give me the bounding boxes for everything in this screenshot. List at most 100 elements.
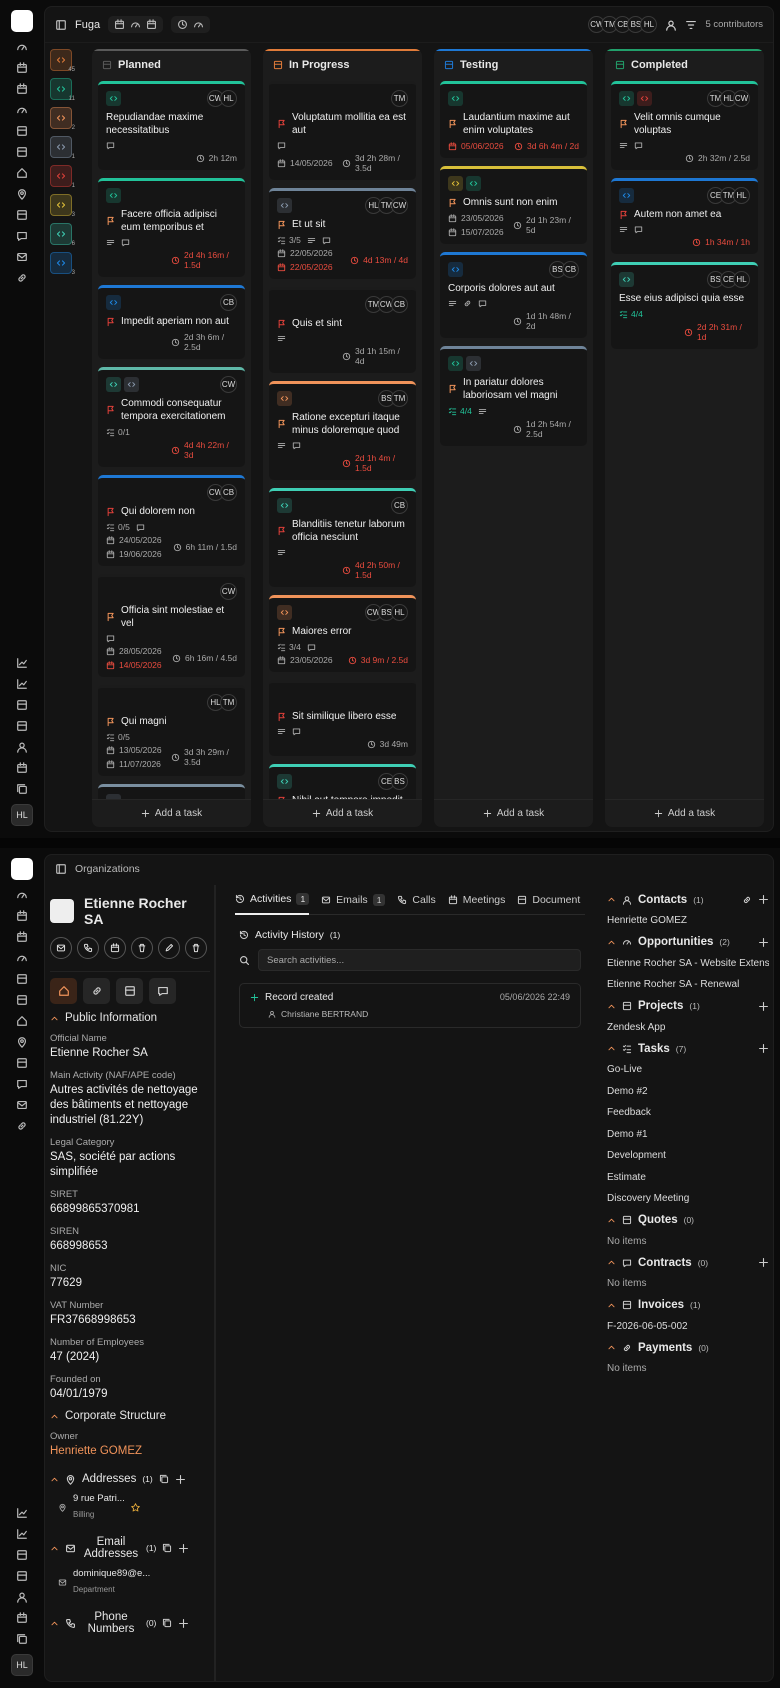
project-icon[interactable]: 45	[50, 49, 75, 73]
nav-icon[interactable]	[16, 1549, 28, 1561]
section-header[interactable]: Addresses (1)	[50, 1473, 210, 1485]
related-item[interactable]: Zendesk App	[607, 1021, 666, 1033]
nav-icon[interactable]	[16, 699, 28, 711]
nav-icon[interactable]	[16, 783, 28, 795]
task-card[interactable]: CB Blanditiis tenetur laborum officia nes…	[269, 488, 416, 587]
nav-icon[interactable]	[16, 146, 28, 158]
nav-icon[interactable]	[16, 1612, 28, 1624]
related-item[interactable]: F-2026-06-05-002	[607, 1320, 688, 1332]
nav-icon[interactable]	[16, 251, 28, 263]
nav-icon[interactable]	[16, 910, 28, 922]
action-button[interactable]	[77, 937, 99, 959]
project-icon[interactable]: 1	[50, 136, 75, 160]
nav-icon[interactable]	[16, 1570, 28, 1582]
app-logo[interactable]	[11, 10, 33, 32]
related-item[interactable]: Demo #1	[607, 1128, 648, 1140]
project-icon[interactable]: 1	[50, 165, 75, 189]
nav-icon[interactable]	[16, 167, 28, 179]
tab[interactable]: Calls	[397, 885, 436, 915]
nav-icon[interactable]	[16, 1036, 28, 1048]
task-card[interactable]: CB Impedit aperiam non aut 2d 3h 6m / 2.5d	[98, 285, 245, 359]
project-icon[interactable]: 6	[50, 223, 75, 247]
related-header[interactable]: Opportunities (2)	[607, 932, 769, 953]
tab[interactable]: Activities 1	[235, 885, 310, 915]
section-header[interactable]: Email Addresses (1)	[50, 1536, 210, 1560]
nav-icon[interactable]	[16, 1015, 28, 1027]
project-icon[interactable]: 11	[50, 78, 75, 102]
task-card[interactable]: HL TM CW Et ut sit 3/5 22/05/2026 22/05/2026 4d…	[269, 188, 416, 279]
related-item[interactable]: Go-Live	[607, 1064, 643, 1076]
nav-icon[interactable]	[16, 657, 28, 669]
task-card[interactable]: Laudantium maxime aut enim voluptates 05/…	[440, 81, 587, 158]
task-card[interactable]: CW Officia sint molestiae et vel 28/05/202…	[98, 574, 245, 677]
add-task[interactable]: Add a task	[434, 799, 593, 827]
action-button[interactable]	[158, 937, 180, 959]
task-card[interactable]: HL TM Qui magni 0/5 13/05/2026 11/07/2026 3d 3…	[98, 685, 245, 776]
related-item[interactable]: Demo #2	[607, 1085, 648, 1097]
user-avatar[interactable]: HL	[11, 804, 33, 826]
project-icon[interactable]: 2	[50, 107, 75, 131]
app-logo[interactable]	[11, 858, 33, 880]
nav-icon[interactable]	[16, 272, 28, 284]
nav-icon[interactable]	[16, 1633, 28, 1645]
related-header[interactable]: Tasks (7)	[607, 1038, 769, 1059]
task-card[interactable]: CW Commodi consequatur tempora exercitati…	[98, 367, 245, 467]
nav-icon[interactable]	[16, 994, 28, 1006]
task-card[interactable]: Omnis sunt non enim 23/05/2026 15/07/2026 2…	[440, 166, 587, 244]
task-card[interactable]: BS CE HL Esse eius adipisci quia esse 4/4 2d …	[611, 262, 758, 349]
related-header[interactable]: Quotes (0)	[607, 1210, 769, 1231]
nav-icon[interactable]	[16, 1507, 28, 1519]
task-card[interactable]: CW BS HL Maiores error 3/4 23/05/2026 3d 9m / …	[269, 595, 416, 672]
nav-icon[interactable]	[16, 104, 28, 116]
section-header[interactable]: Phone Numbers (0)	[50, 1611, 210, 1635]
nav-icon[interactable]	[16, 1057, 28, 1069]
tab[interactable]: Emails 1	[321, 885, 386, 915]
nav-icon[interactable]	[16, 1528, 28, 1540]
add-task[interactable]: Add a task	[92, 799, 251, 827]
quick-button[interactable]	[149, 978, 176, 1004]
related-header[interactable]: Contacts (1)	[607, 889, 769, 910]
nav-icon[interactable]	[16, 720, 28, 732]
related-item[interactable]: Discovery Meeting	[607, 1193, 690, 1205]
user-avatar[interactable]: HL	[11, 1654, 33, 1676]
nav-icon[interactable]	[16, 1078, 28, 1090]
nav-icon[interactable]	[16, 931, 28, 943]
action-button[interactable]	[104, 937, 126, 959]
nav-icon[interactable]	[16, 1591, 28, 1603]
nav-icon[interactable]	[16, 188, 28, 200]
task-card[interactable]: BS CB Corporis dolores aut aut 1d 1h 48m / …	[440, 252, 587, 338]
related-header[interactable]: Projects (1)	[607, 996, 769, 1017]
quick-button[interactable]	[50, 978, 77, 1004]
nav-icon[interactable]	[16, 125, 28, 137]
related-header[interactable]: Contracts (0)	[607, 1252, 769, 1273]
task-card[interactable]: In pariatur dolores laboriosam vel magni…	[440, 346, 587, 446]
related-item[interactable]: Development	[607, 1150, 666, 1162]
project-icon[interactable]: 3	[50, 252, 75, 276]
related-header[interactable]: Payments (0)	[607, 1337, 769, 1358]
nav-icon[interactable]	[16, 1120, 28, 1132]
task-card[interactable]: CW CB Qui dolorem non 0/5 24/05/2026 19/06/20…	[98, 475, 245, 566]
task-card[interactable]: BS TM Ratione excepturi itaque minus dolor…	[269, 381, 416, 480]
nav-icon[interactable]	[16, 678, 28, 690]
nav-icon[interactable]	[16, 741, 28, 753]
search-input[interactable]: Search activities...	[258, 949, 581, 971]
related-item[interactable]: Etienne Rocher SA - Website Extension	[607, 957, 769, 969]
nav-icon[interactable]	[16, 41, 28, 53]
task-card[interactable]: Sit similique libero esse 3d 49m	[269, 680, 416, 756]
tab[interactable]: Document	[517, 885, 580, 915]
section-header[interactable]: Public Information	[50, 1012, 210, 1024]
task-card[interactable]: TM CW CB Quis et sint 3d 1h 15m / 4d	[269, 287, 416, 373]
nav-icon[interactable]	[16, 952, 28, 964]
nav-icon[interactable]	[16, 83, 28, 95]
section-header[interactable]: Corporate Structure	[50, 1410, 210, 1422]
task-card[interactable]: Facere officia adipisci eum temporibus e…	[98, 178, 245, 277]
related-header[interactable]: Invoices (1)	[607, 1295, 769, 1316]
task-card[interactable]	[98, 784, 245, 799]
task-card[interactable]: TM HL CW Velit omnis cumque voluptas 2h 32m …	[611, 81, 758, 170]
quick-button[interactable]	[83, 978, 110, 1004]
project-icon[interactable]: 3	[50, 194, 75, 218]
action-button[interactable]	[131, 937, 153, 959]
related-item[interactable]: Feedback	[607, 1107, 651, 1119]
tab[interactable]: Meetings	[448, 885, 505, 915]
task-card[interactable]: CE TM HL Autem non amet ea 1h 34m / 1h	[611, 178, 758, 254]
